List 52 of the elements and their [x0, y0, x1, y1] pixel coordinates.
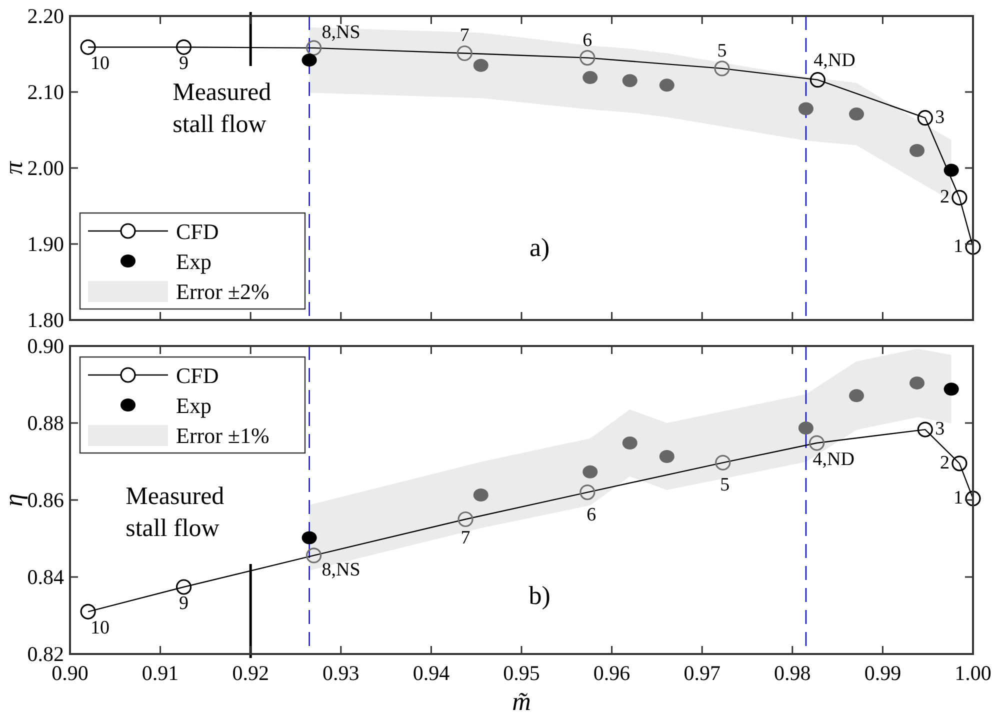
x-tick-label: 0.92	[232, 661, 269, 685]
annotation: 1	[954, 487, 963, 508]
legend-label: CFD	[176, 363, 219, 388]
x-axis-title: m̃	[512, 687, 531, 716]
y-axis-title: η	[0, 494, 28, 506]
annotation: 10	[90, 53, 110, 74]
x-tick-label: 1.00	[954, 661, 992, 685]
y-tick-label: 0.84	[27, 565, 64, 589]
x-tick-label: 0.97	[684, 661, 720, 685]
annotation: 7	[460, 25, 470, 46]
annotation: 7	[460, 527, 470, 548]
legend-label: Exp	[176, 249, 212, 274]
ref-line-label: Measured stall flow	[172, 79, 272, 138]
annotation: 3	[935, 106, 945, 128]
x-tick-label: 0.93	[322, 661, 360, 685]
y-tick-label: 0.86	[27, 488, 64, 512]
y-axis-title: π	[0, 160, 28, 175]
y-tick-label: 0.88	[27, 411, 64, 435]
annotation: 2	[940, 186, 950, 208]
annotation: 10	[90, 618, 110, 639]
annotation: 9	[179, 53, 189, 74]
annotation: 4,ND	[814, 50, 856, 71]
y-tick-label: 2.00	[27, 156, 64, 180]
legend-label: Exp	[176, 393, 212, 418]
x-tick-label: 0.98	[774, 661, 811, 685]
x-tick-label: 0.95	[503, 661, 540, 685]
y-tick-label: 2.10	[27, 80, 64, 104]
x-tick-label: 0.94	[412, 661, 450, 685]
annotation: 6	[582, 30, 592, 51]
y-tick-label: 0.90	[27, 334, 64, 358]
y-tick-label: 2.20	[27, 4, 64, 28]
annotation: 3	[935, 418, 945, 440]
annotation: 5	[717, 40, 727, 62]
annotation: 9	[179, 593, 189, 614]
x-tick-label: 0.96	[593, 661, 630, 685]
x-tick-label: 0.99	[864, 661, 902, 685]
y-tick-label: 1.80	[27, 308, 64, 332]
annotation: 8,NS	[322, 559, 360, 580]
y-tick-label: 1.90	[27, 232, 64, 256]
annotation: a)	[529, 233, 550, 262]
annotation: Error ±2%	[176, 279, 270, 304]
annotation: 5	[720, 474, 730, 496]
annotation: 1	[954, 236, 963, 258]
ref-line-label: Measured stall flow	[126, 483, 225, 542]
annotation: b)	[528, 581, 550, 610]
annotation: 6	[586, 504, 596, 526]
legend-label: CFD	[176, 219, 219, 244]
annotation: 2	[940, 452, 950, 474]
annotation: Error ±1%	[176, 423, 270, 448]
x-tick-label: 0.91	[142, 661, 179, 685]
annotation: 4,ND	[812, 449, 854, 470]
annotation: 8,NS	[322, 22, 360, 43]
